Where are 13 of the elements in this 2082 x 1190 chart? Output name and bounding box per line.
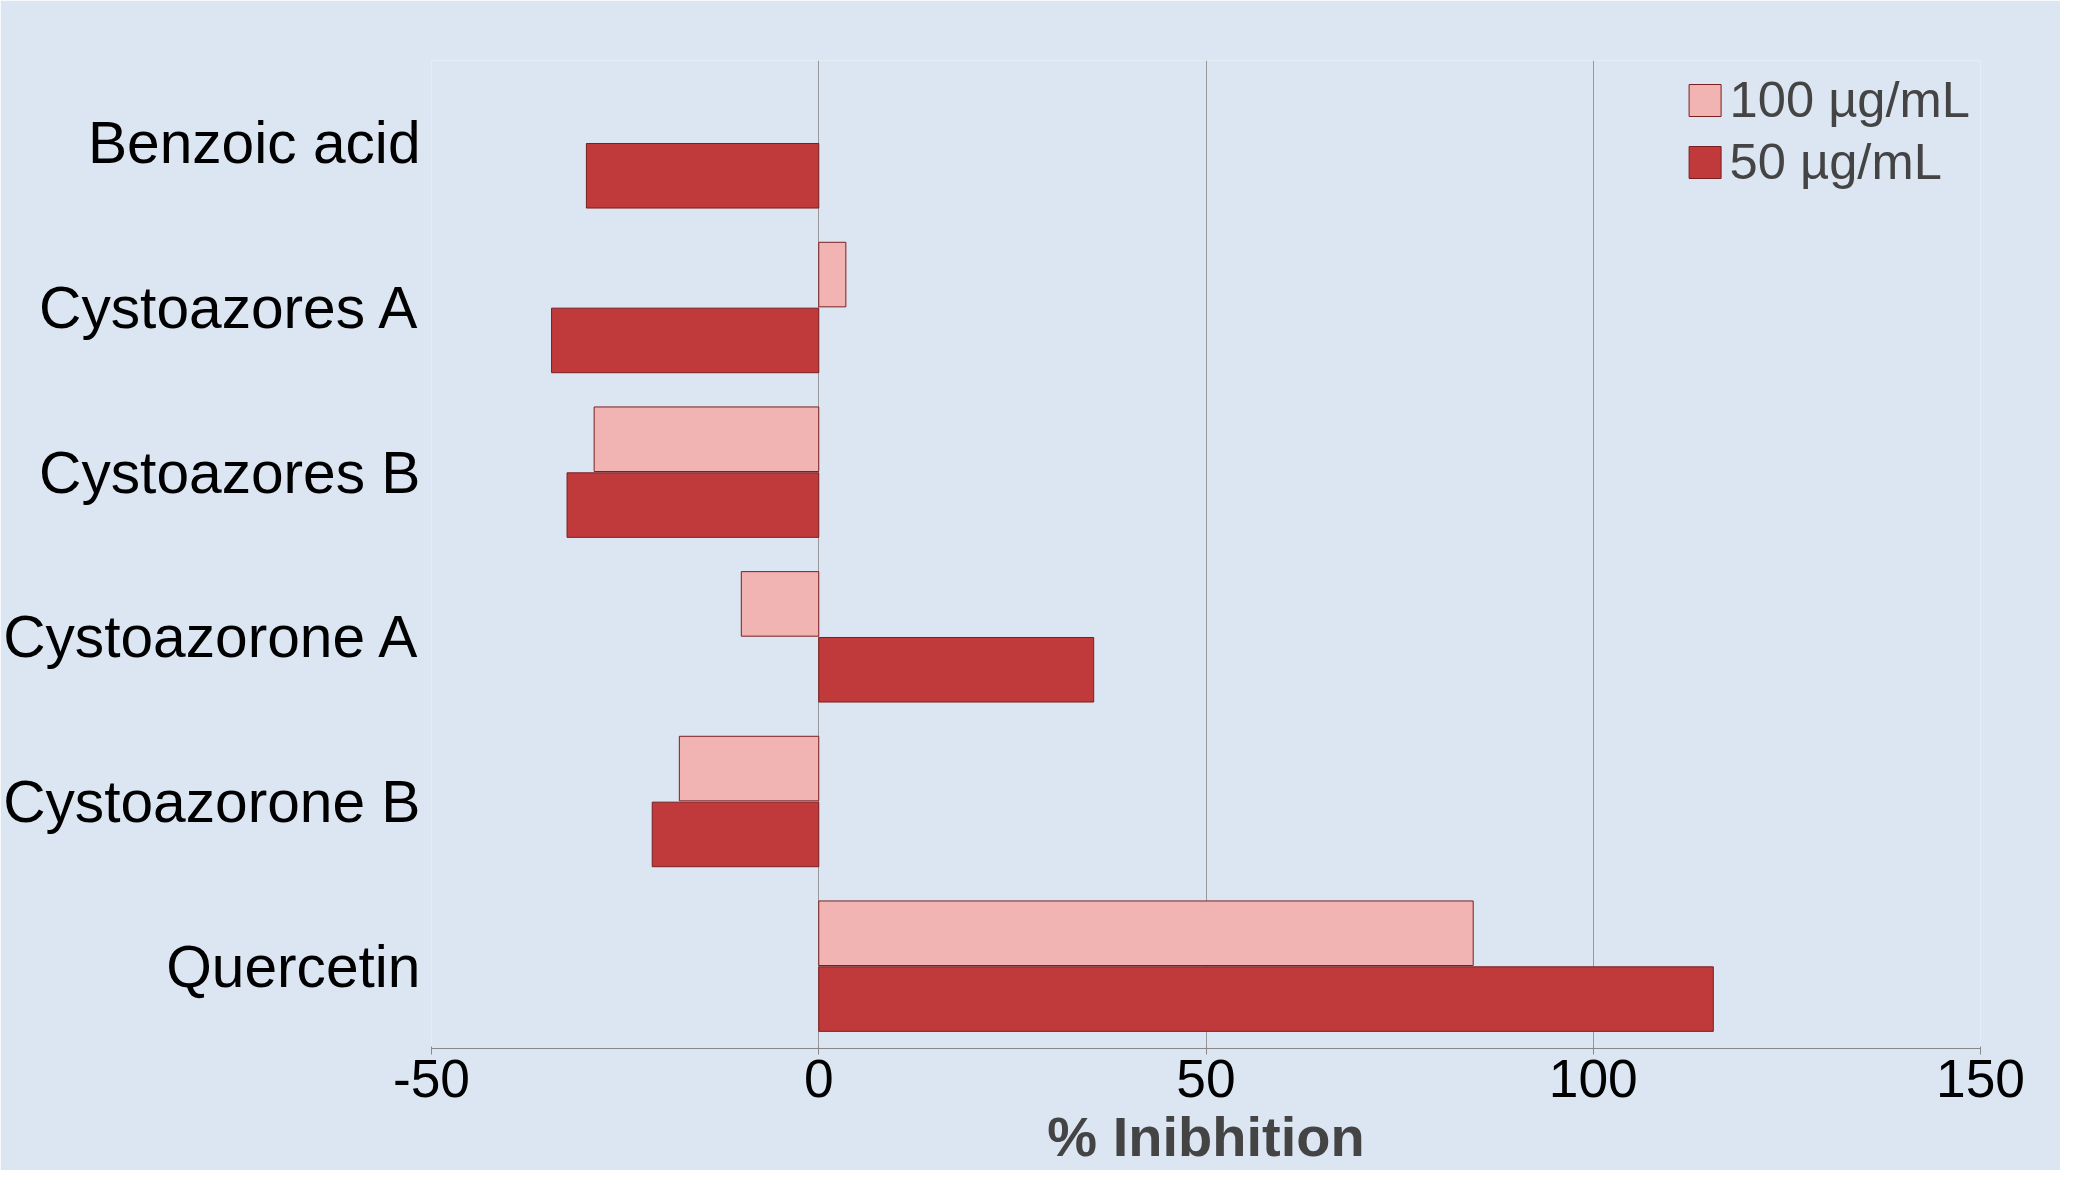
x-tick-label: 100 (1548, 1048, 1638, 1108)
x-tick-label: 0 (803, 1048, 834, 1108)
legend-label: 50 µg/mL (1729, 132, 1942, 191)
y-tick-label: Benzoic acid (87, 110, 421, 176)
y-tick-label: Quercetin (166, 933, 421, 999)
y-tick-label: Cystoazorone B (3, 769, 421, 834)
y-tick-label: Cystoazores B (39, 439, 421, 505)
x-tick-label: 150 (1936, 1048, 2025, 1108)
x-tick-label: -50 (392, 1048, 471, 1108)
y-tick-label: Cystoazores A (39, 275, 419, 340)
y-tick-label: Cystoazorone A (3, 604, 419, 670)
bar (585, 142, 820, 209)
legend-label: 100 µg/mL (1729, 70, 1970, 129)
